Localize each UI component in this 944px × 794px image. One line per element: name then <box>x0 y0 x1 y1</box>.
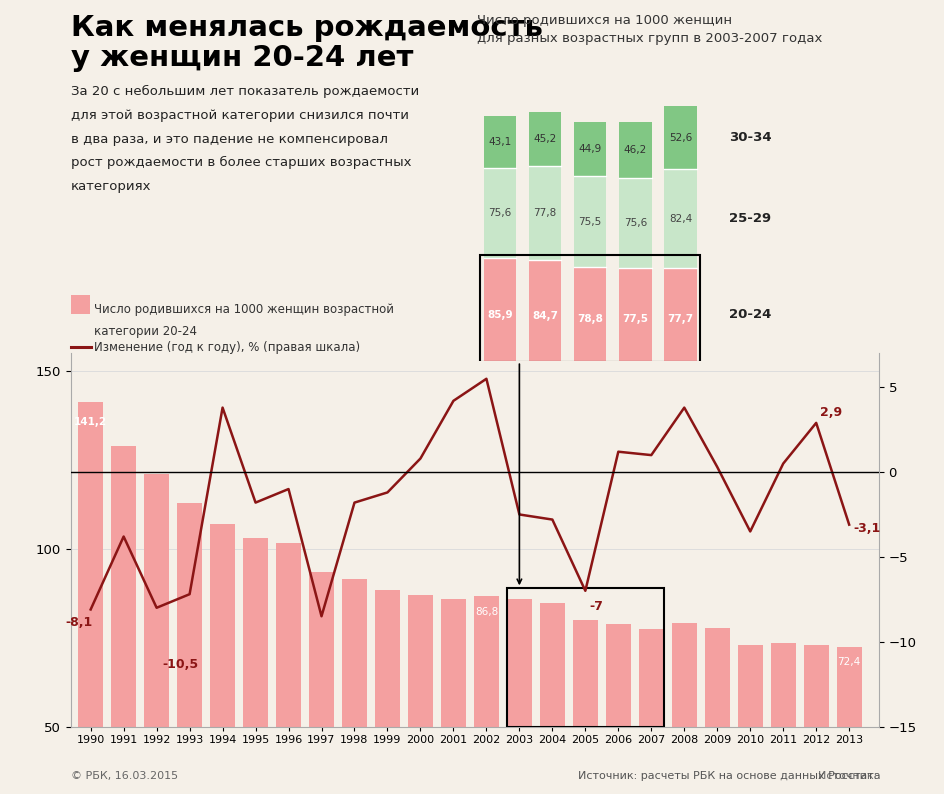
Text: 52,6: 52,6 <box>668 133 691 143</box>
Text: Число родившихся на 1000 женщин: Число родившихся на 1000 женщин <box>477 14 732 27</box>
Bar <box>528 112 561 167</box>
Text: 43,1: 43,1 <box>488 137 511 147</box>
Text: 86,8: 86,8 <box>474 607 497 618</box>
Text: 84,7: 84,7 <box>531 310 557 321</box>
Text: 44,9: 44,9 <box>578 145 601 154</box>
Bar <box>618 122 650 178</box>
Text: 45,2: 45,2 <box>532 134 556 145</box>
Text: 20-24: 20-24 <box>729 308 771 322</box>
Text: 78,8: 78,8 <box>577 314 602 324</box>
Text: 85,9: 85,9 <box>486 310 512 320</box>
Bar <box>573 267 606 361</box>
Text: За 20 с небольшим лет показатель рождаемости: За 20 с небольшим лет показатель рождаем… <box>71 85 419 98</box>
Bar <box>480 255 700 363</box>
Bar <box>618 268 650 361</box>
Bar <box>144 474 169 794</box>
Text: 75,6: 75,6 <box>623 218 647 228</box>
Bar <box>737 645 762 794</box>
Bar <box>483 168 515 258</box>
Text: Изменение (год к году), % (правая шкала): Изменение (год к году), % (правая шкала) <box>94 341 361 354</box>
Bar <box>276 543 300 794</box>
Text: категории 20-24: категории 20-24 <box>94 325 197 337</box>
Bar <box>408 595 432 794</box>
Text: для этой возрастной категории снизился почти: для этой возрастной категории снизился п… <box>71 109 409 121</box>
Bar <box>342 579 366 794</box>
Text: в два раза, и это падение не компенсировал: в два раза, и это падение не компенсиров… <box>71 133 387 145</box>
Bar <box>573 176 606 267</box>
Text: -7: -7 <box>589 600 602 613</box>
Text: 77,5: 77,5 <box>622 314 648 325</box>
Text: 2,9: 2,9 <box>819 406 842 419</box>
Text: 77,8: 77,8 <box>532 208 556 218</box>
Bar <box>704 628 729 794</box>
Bar <box>483 116 515 168</box>
Text: 82,4: 82,4 <box>668 214 691 224</box>
Text: Источник: расчеты РБК на основе данных Росстата: Источник: расчеты РБК на основе данных Р… <box>578 771 880 781</box>
Text: рост рождаемости в более старших возрастных: рост рождаемости в более старших возраст… <box>71 156 411 169</box>
Bar <box>210 524 235 794</box>
Bar <box>671 623 696 794</box>
Text: 75,6: 75,6 <box>488 208 511 218</box>
Bar <box>605 624 630 794</box>
Text: 77,7: 77,7 <box>666 314 693 324</box>
Bar <box>375 590 399 794</box>
Text: для разных возрастных групп в 2003-2007 годах: для разных возрастных групп в 2003-2007 … <box>477 32 821 44</box>
Bar <box>309 572 333 794</box>
Text: 30-34: 30-34 <box>729 131 771 145</box>
Text: категориях: категориях <box>71 180 151 193</box>
Text: 75,5: 75,5 <box>578 217 601 226</box>
Bar <box>770 643 795 794</box>
Bar <box>539 603 565 794</box>
Bar <box>78 403 103 794</box>
Text: 141,2: 141,2 <box>74 418 107 427</box>
Text: у женщин 20-24 лет: у женщин 20-24 лет <box>71 44 413 72</box>
Bar <box>664 106 696 169</box>
Text: 46,2: 46,2 <box>623 145 647 155</box>
Text: © РБК, 16.03.2015: © РБК, 16.03.2015 <box>71 771 177 781</box>
Bar <box>441 599 465 794</box>
Text: 72,4: 72,4 <box>836 657 860 667</box>
Bar <box>507 599 531 794</box>
Text: Источник:: Источник: <box>818 771 880 781</box>
Text: -10,5: -10,5 <box>162 658 198 671</box>
Bar <box>528 167 561 260</box>
Bar <box>474 596 498 794</box>
Bar <box>111 445 136 794</box>
Bar <box>836 647 861 794</box>
Bar <box>638 629 663 794</box>
Bar <box>573 122 606 176</box>
Bar <box>618 178 650 268</box>
Text: Как менялась рождаемость: Как менялась рождаемость <box>71 14 542 42</box>
Text: 25-29: 25-29 <box>729 212 770 225</box>
Bar <box>243 538 268 794</box>
Bar <box>528 260 561 361</box>
Bar <box>177 503 202 794</box>
Bar <box>507 588 663 727</box>
Bar <box>803 645 828 794</box>
Bar <box>664 169 696 268</box>
Bar <box>572 620 597 794</box>
Bar <box>664 268 696 361</box>
Bar <box>483 258 515 361</box>
Text: -3,1: -3,1 <box>852 522 880 534</box>
Text: -8,1: -8,1 <box>65 616 93 629</box>
Text: Число родившихся на 1000 женщин возрастной: Число родившихся на 1000 женщин возрастн… <box>94 303 394 316</box>
